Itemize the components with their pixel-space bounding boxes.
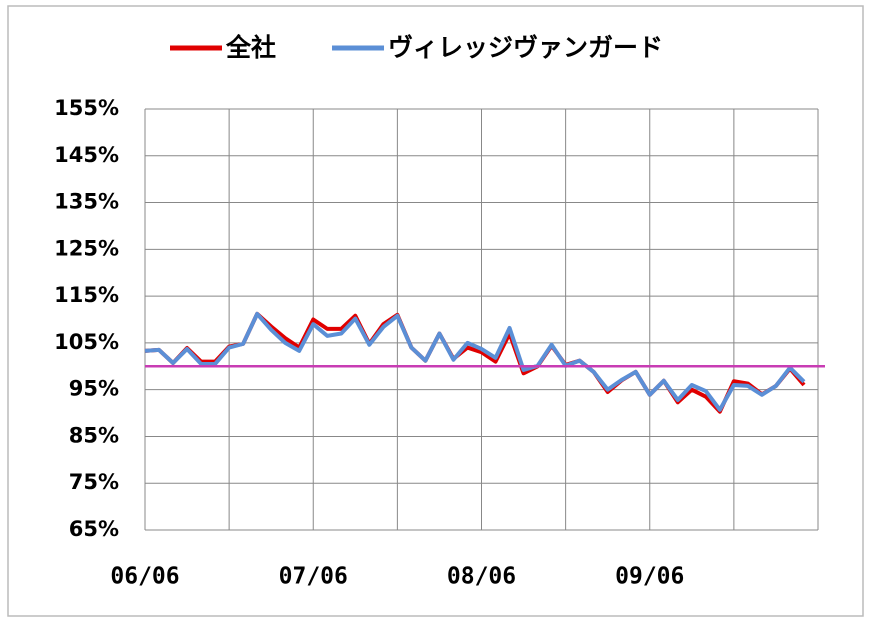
legend-label: 全社	[225, 33, 276, 62]
x-tick-label: 09/06	[615, 564, 684, 590]
x-tick-label: 08/06	[447, 564, 516, 590]
y-tick-label: 75%	[69, 470, 119, 494]
y-tick-label: 125%	[54, 236, 119, 260]
y-tick-label: 65%	[69, 517, 119, 541]
x-tick-label: 06/06	[110, 564, 179, 590]
y-tick-label: 85%	[69, 423, 119, 447]
legend-label: ヴィレッジヴァンガード	[388, 33, 663, 62]
y-tick-label: 135%	[54, 190, 119, 214]
y-tick-label: 115%	[54, 283, 119, 307]
y-tick-label: 95%	[69, 377, 119, 401]
y-tick-label: 155%	[54, 96, 119, 120]
chart-frame	[7, 5, 864, 617]
y-tick-label: 145%	[54, 143, 119, 167]
x-tick-label: 07/06	[279, 564, 348, 590]
y-tick-label: 105%	[54, 330, 119, 354]
series-line	[144, 311, 806, 412]
